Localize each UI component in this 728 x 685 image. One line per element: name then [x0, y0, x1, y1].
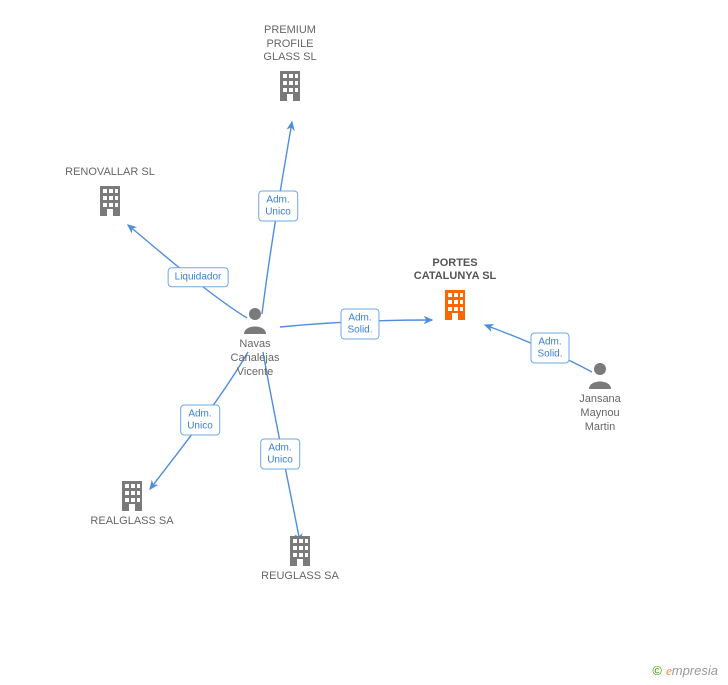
node-renovallar[interactable]: RENOVALLAR SL	[65, 166, 155, 216]
building-icon	[414, 288, 497, 320]
edge-label-navas-renovallar: Liquidador	[168, 267, 229, 287]
node-jansana[interactable]: Jansana Maynou Martin	[579, 361, 621, 434]
node-navas[interactable]: Navas Canalejas Vicente	[231, 306, 280, 379]
brand-name: empresia	[666, 663, 718, 678]
edge-label-navas-reuglass: Adm. Unico	[260, 439, 300, 470]
watermark: © empresia	[652, 663, 718, 679]
edge-label-jansana-portes: Adm. Solid.	[530, 333, 569, 364]
building-icon	[261, 534, 339, 566]
node-label: RENOVALLAR SL	[65, 166, 155, 180]
node-label: REUGLASS SA	[261, 570, 339, 584]
building-icon	[65, 184, 155, 216]
edge-label-navas-realglass: Adm. Unico	[180, 405, 220, 436]
node-label: Jansana Maynou Martin	[579, 393, 621, 434]
node-label: Navas Canalejas Vicente	[231, 338, 280, 379]
person-icon	[579, 361, 621, 389]
node-label: REALGLASS SA	[90, 515, 173, 529]
node-label: PORTES CATALUNYA SL	[414, 257, 497, 285]
edges-layer	[0, 0, 728, 685]
building-icon	[263, 69, 316, 101]
node-reuglass[interactable]: REUGLASS SA	[261, 534, 339, 584]
building-icon	[90, 479, 173, 511]
node-premium[interactable]: PREMIUM PROFILE GLASS SL	[263, 24, 316, 101]
copyright-symbol: ©	[652, 663, 662, 678]
person-icon	[231, 306, 280, 334]
node-label: PREMIUM PROFILE GLASS SL	[263, 24, 316, 65]
diagram-canvas: Adm. Unico Liquidador Adm. Solid. Adm. Unic…	[0, 0, 728, 685]
edge-label-navas-portes: Adm. Solid.	[340, 309, 379, 340]
node-realglass[interactable]: REALGLASS SA	[90, 479, 173, 529]
node-portes[interactable]: PORTES CATALUNYA SL	[414, 257, 497, 321]
edge-label-navas-premium: Adm. Unico	[258, 191, 298, 222]
